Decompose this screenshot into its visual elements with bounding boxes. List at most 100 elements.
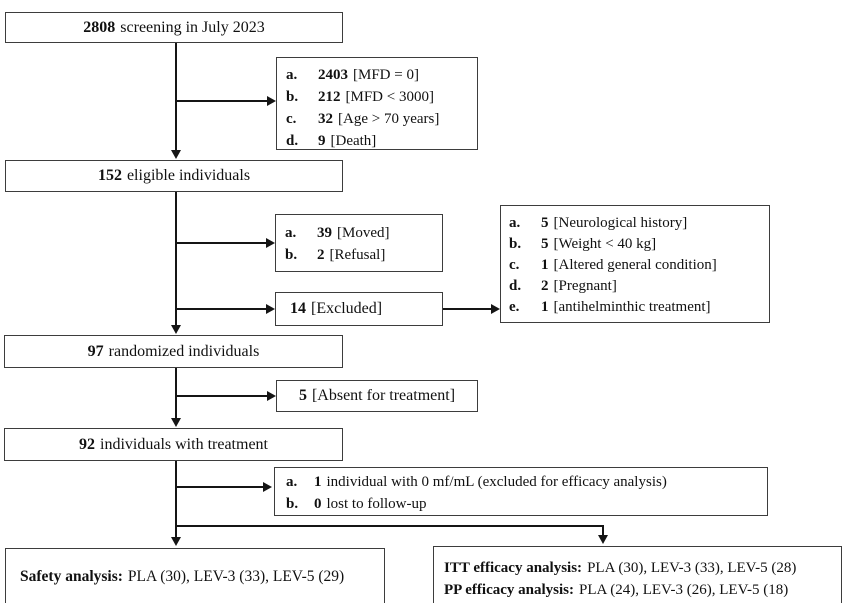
item-count: 212: [318, 89, 341, 105]
connector-line: [175, 368, 177, 421]
pp-efficacy-row: PP efficacy analysis: PLA (24), LEV-3 (26…: [444, 579, 837, 601]
item-letter: c.: [509, 257, 520, 273]
arrowhead-right-icon: [491, 304, 500, 314]
box-moved-refusal: a. 39 [Moved] b. 2 [Refusal]: [275, 214, 443, 272]
item-letter: b.: [286, 89, 299, 105]
item-reason: [Death]: [330, 133, 377, 149]
item-count: 2: [541, 278, 549, 294]
item-reason: individual with 0 mf/mL (excluded for ef…: [326, 474, 667, 490]
exclusion-item: a. 5 [Neurological history]: [509, 213, 765, 234]
box-absent: 5 [Absent for treatment]: [276, 380, 478, 412]
arrowhead-down-icon: [598, 535, 608, 544]
randomized-count: 97: [87, 342, 104, 360]
arrowhead-right-icon: [263, 482, 272, 492]
item-reason: [Moved]: [337, 225, 390, 241]
item-reason: [Weight < 40 kg]: [553, 236, 657, 252]
item-count: 5: [541, 236, 549, 252]
item-letter: a.: [286, 67, 298, 83]
item-letter: c.: [286, 111, 297, 127]
connector-line: [443, 308, 492, 310]
item-letter: e.: [509, 299, 520, 315]
exclusion-item: d. 2 [Pregnant]: [509, 276, 765, 297]
connector-line: [176, 242, 267, 244]
eligible-label: eligible individuals: [126, 167, 251, 185]
item-reason: [MFD < 3000]: [345, 89, 434, 105]
item-reason: [Neurological history]: [553, 215, 688, 231]
item-letter: b.: [285, 247, 298, 263]
item-count: 0: [314, 496, 322, 512]
exclusion-item: a. 2403 [MFD = 0]: [286, 64, 473, 86]
exclusion-item: e. 1 [antihelminthic treatment]: [509, 297, 765, 318]
item-count: 2403: [318, 67, 348, 83]
box-efficacy-analysis: ITT efficacy analysis: PLA (30), LEV-3 (3…: [433, 546, 842, 603]
item-count: 2: [317, 247, 325, 263]
randomized-label: randomized individuals: [108, 342, 260, 360]
item-count: 9: [318, 133, 326, 149]
exclusion-item: b. 2 [Refusal]: [285, 244, 438, 266]
itt-efficacy-row: ITT efficacy analysis: PLA (30), LEV-3 (3…: [444, 557, 837, 579]
box-excluded: 14 [Excluded]: [275, 292, 443, 326]
exclusion-item: c. 1 [Altered general condition]: [509, 255, 765, 276]
treatment-label: individuals with treatment: [100, 435, 268, 453]
connector-line: [176, 100, 268, 102]
item-reason: [Altered general condition]: [553, 257, 717, 273]
exclusion-item: a. 1 individual with 0 mf/mL (excluded fo…: [286, 471, 763, 493]
screening-count: 2808: [83, 18, 116, 36]
item-count: 1: [541, 257, 549, 273]
eligible-count: 152: [97, 167, 122, 185]
safety-analysis-values: PLA (30), LEV-3 (33), LEV-5 (29): [127, 568, 345, 585]
box-safety-analysis: Safety analysis: PLA (30), LEV-3 (33), LE…: [5, 548, 385, 603]
itt-efficacy-label: ITT efficacy analysis:: [444, 560, 583, 576]
item-reason: [antihelminthic treatment]: [553, 299, 711, 315]
item-letter: a.: [286, 474, 298, 490]
arrowhead-right-icon: [266, 304, 275, 314]
box-screening: 2808 screening in July 2023: [5, 12, 343, 43]
box-treatment: 92 individuals with treatment: [4, 428, 343, 461]
item-letter: a.: [285, 225, 297, 241]
item-count: 1: [541, 299, 549, 315]
absent-label: [Absent for treatment]: [311, 387, 456, 405]
item-reason: [Age > 70 years]: [338, 111, 440, 127]
connector-line: [175, 43, 177, 155]
excluded-count: 14: [290, 300, 306, 318]
exclusion-item: b. 5 [Weight < 40 kg]: [509, 234, 765, 255]
item-letter: a.: [509, 215, 521, 231]
exclusion-item: c. 32 [Age > 70 years]: [286, 108, 473, 130]
item-letter: b.: [509, 236, 522, 252]
connector-line: [176, 486, 264, 488]
connector-line: [602, 525, 604, 537]
arrowhead-down-icon: [171, 325, 181, 334]
item-count: 39: [317, 225, 332, 241]
pp-efficacy-values: PLA (24), LEV-3 (26), LEV-5 (18): [578, 582, 789, 598]
item-letter: d.: [509, 278, 522, 294]
exclusion-item: a. 39 [Moved]: [285, 222, 438, 244]
connector-line: [176, 308, 267, 310]
item-reason: [Refusal]: [329, 247, 386, 263]
pp-efficacy-label: PP efficacy analysis:: [444, 582, 574, 598]
absent-count: 5: [298, 387, 307, 405]
treatment-count: 92: [79, 435, 96, 453]
item-count: 1: [314, 474, 322, 490]
box-screening-exclusions: a. 2403 [MFD = 0] b. 212 [MFD < 3000] c. 3…: [276, 57, 478, 150]
arrowhead-right-icon: [267, 96, 276, 106]
connector-line: [176, 395, 268, 397]
arrowhead-right-icon: [266, 238, 275, 248]
itt-efficacy-values: PLA (30), LEV-3 (33), LEV-5 (28): [587, 560, 797, 576]
box-followup-exclusions: a. 1 individual with 0 mf/mL (excluded fo…: [274, 467, 768, 516]
connector-line: [176, 525, 604, 527]
arrowhead-down-icon: [171, 418, 181, 427]
exclusion-item: d. 9 [Death]: [286, 130, 473, 152]
box-randomized: 97 randomized individuals: [4, 335, 343, 368]
connector-line: [175, 192, 177, 328]
item-reason: lost to follow-up: [326, 496, 427, 512]
box-eligible: 152 eligible individuals: [5, 160, 343, 192]
exclusion-item: b. 212 [MFD < 3000]: [286, 86, 473, 108]
item-letter: d.: [286, 133, 299, 149]
screening-label: screening in July 2023: [120, 18, 265, 36]
connector-line: [175, 461, 177, 539]
arrowhead-down-icon: [171, 150, 181, 159]
excluded-label: [Excluded]: [311, 300, 383, 318]
safety-analysis-label: Safety analysis:: [20, 568, 123, 585]
item-reason: [Pregnant]: [553, 278, 617, 294]
